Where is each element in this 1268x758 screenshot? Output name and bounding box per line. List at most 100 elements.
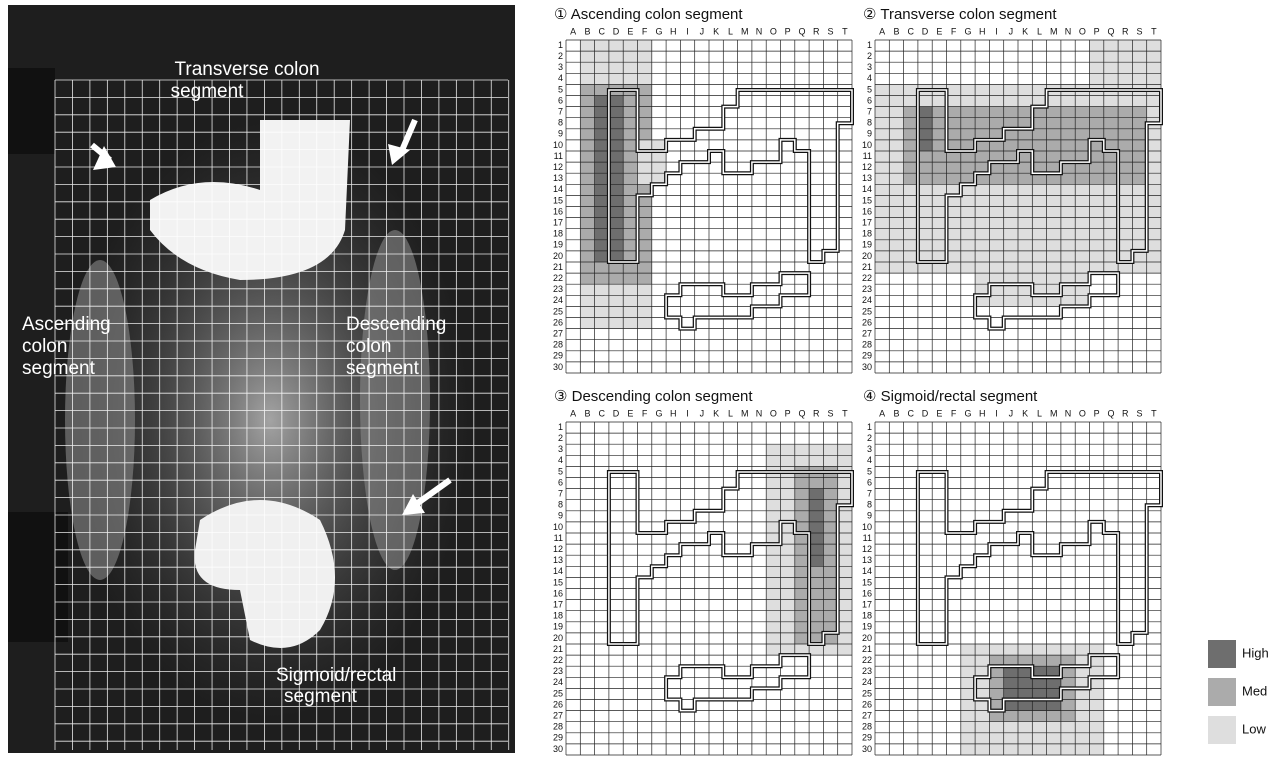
column-label: S: [828, 26, 834, 36]
colon-outline-inner: [974, 654, 1119, 712]
row-label: 14: [553, 184, 563, 194]
column-label: A: [570, 26, 576, 36]
row-label: 5: [558, 84, 563, 94]
row-label: 22: [553, 273, 563, 283]
row-label: 19: [553, 240, 563, 250]
legend-swatch: [1208, 716, 1236, 744]
row-label: 2: [558, 433, 563, 443]
column-label: K: [713, 26, 719, 36]
label-line: Transverse colon: [174, 59, 319, 80]
overlay-grid: [54, 79, 510, 750]
column-label: Q: [1107, 26, 1114, 36]
column-label: E: [936, 26, 942, 36]
column-label: Q: [1107, 408, 1114, 418]
row-label: 12: [862, 544, 872, 554]
row-label: 24: [553, 295, 563, 305]
legend-swatch: [1208, 678, 1236, 706]
column-label: B: [893, 26, 899, 36]
row-label: 11: [863, 151, 872, 161]
row-label: 7: [558, 107, 563, 117]
row-label: 24: [862, 295, 872, 305]
row-label: 15: [553, 195, 563, 205]
column-label: T: [1151, 408, 1157, 418]
row-label: 12: [553, 162, 563, 172]
column-label: T: [842, 408, 848, 418]
row-label: 13: [553, 173, 563, 183]
column-label: L: [728, 408, 733, 418]
column-label: N: [1065, 26, 1072, 36]
row-label: 7: [867, 489, 872, 499]
row-label: 4: [558, 455, 563, 465]
row-label: 21: [862, 262, 872, 272]
row-label: 23: [862, 666, 872, 676]
row-label: 23: [553, 284, 563, 294]
colon-outline-inner: [608, 471, 853, 645]
row-label: 1: [558, 422, 563, 432]
row-label: 29: [862, 351, 872, 361]
row-label: 30: [553, 362, 563, 372]
row-label: 10: [862, 522, 872, 532]
grid-panel: ③ Descending colon segment A B C D E F G H I J K L M N…: [553, 388, 854, 756]
row-label: 26: [862, 317, 872, 327]
row-label: 12: [862, 162, 872, 172]
column-label: F: [951, 408, 957, 418]
column-label: B: [584, 408, 590, 418]
column-label: M: [741, 408, 749, 418]
row-label: 22: [553, 655, 563, 665]
column-label: A: [879, 26, 885, 36]
column-label: P: [1094, 408, 1100, 418]
column-label: P: [785, 408, 791, 418]
column-label: C: [599, 26, 606, 36]
column-label: M: [1050, 26, 1058, 36]
row-label: 29: [553, 733, 563, 743]
label-line: segment: [22, 358, 96, 379]
column-label: I: [686, 26, 689, 36]
ascending-colon: [65, 260, 135, 580]
colon-outline-inner: [608, 89, 853, 263]
legend-label: High: [1242, 645, 1268, 660]
shaded-region: [809, 488, 824, 567]
row-label: 21: [553, 262, 563, 272]
row-label: 8: [558, 500, 563, 510]
row-label: 6: [558, 477, 563, 487]
row-label: 9: [867, 129, 872, 139]
row-label: 11: [554, 533, 563, 543]
row-label: 22: [862, 655, 872, 665]
row-label: 2: [558, 51, 563, 61]
row-label: 22: [862, 273, 872, 283]
colon-outline-inner: [974, 272, 1119, 330]
row-label: 12: [553, 544, 563, 554]
column-label: I: [686, 408, 689, 418]
row-label: 3: [867, 62, 872, 72]
panel-title: ① Ascending colon segment: [554, 6, 743, 23]
row-label: 25: [553, 306, 563, 316]
row-label: 19: [553, 622, 563, 632]
column-label: C: [908, 408, 915, 418]
column-label: B: [893, 408, 899, 418]
row-label: 18: [862, 229, 872, 239]
row-label: 9: [867, 511, 872, 521]
column-label: S: [1137, 26, 1143, 36]
row-label: 21: [862, 644, 872, 654]
column-label: M: [741, 26, 749, 36]
row-label: 15: [862, 195, 872, 205]
column-label: R: [813, 408, 820, 418]
row-label: 16: [553, 206, 563, 216]
dark-band: [8, 512, 68, 642]
column-label: K: [713, 408, 719, 418]
legend: High Medium Low: [1208, 640, 1268, 744]
row-label: 15: [553, 577, 563, 587]
dark-band: [8, 68, 55, 154]
row-label: 4: [867, 455, 872, 465]
row-label: 5: [558, 466, 563, 476]
descending-colon: [360, 230, 430, 570]
legend-label: Medium: [1242, 683, 1268, 698]
row-label: 17: [553, 218, 563, 228]
column-label: E: [627, 408, 633, 418]
label-line: colon: [22, 336, 67, 357]
column-label: S: [828, 408, 834, 418]
column-label: S: [1137, 408, 1143, 418]
legend-label: Low: [1242, 721, 1266, 736]
